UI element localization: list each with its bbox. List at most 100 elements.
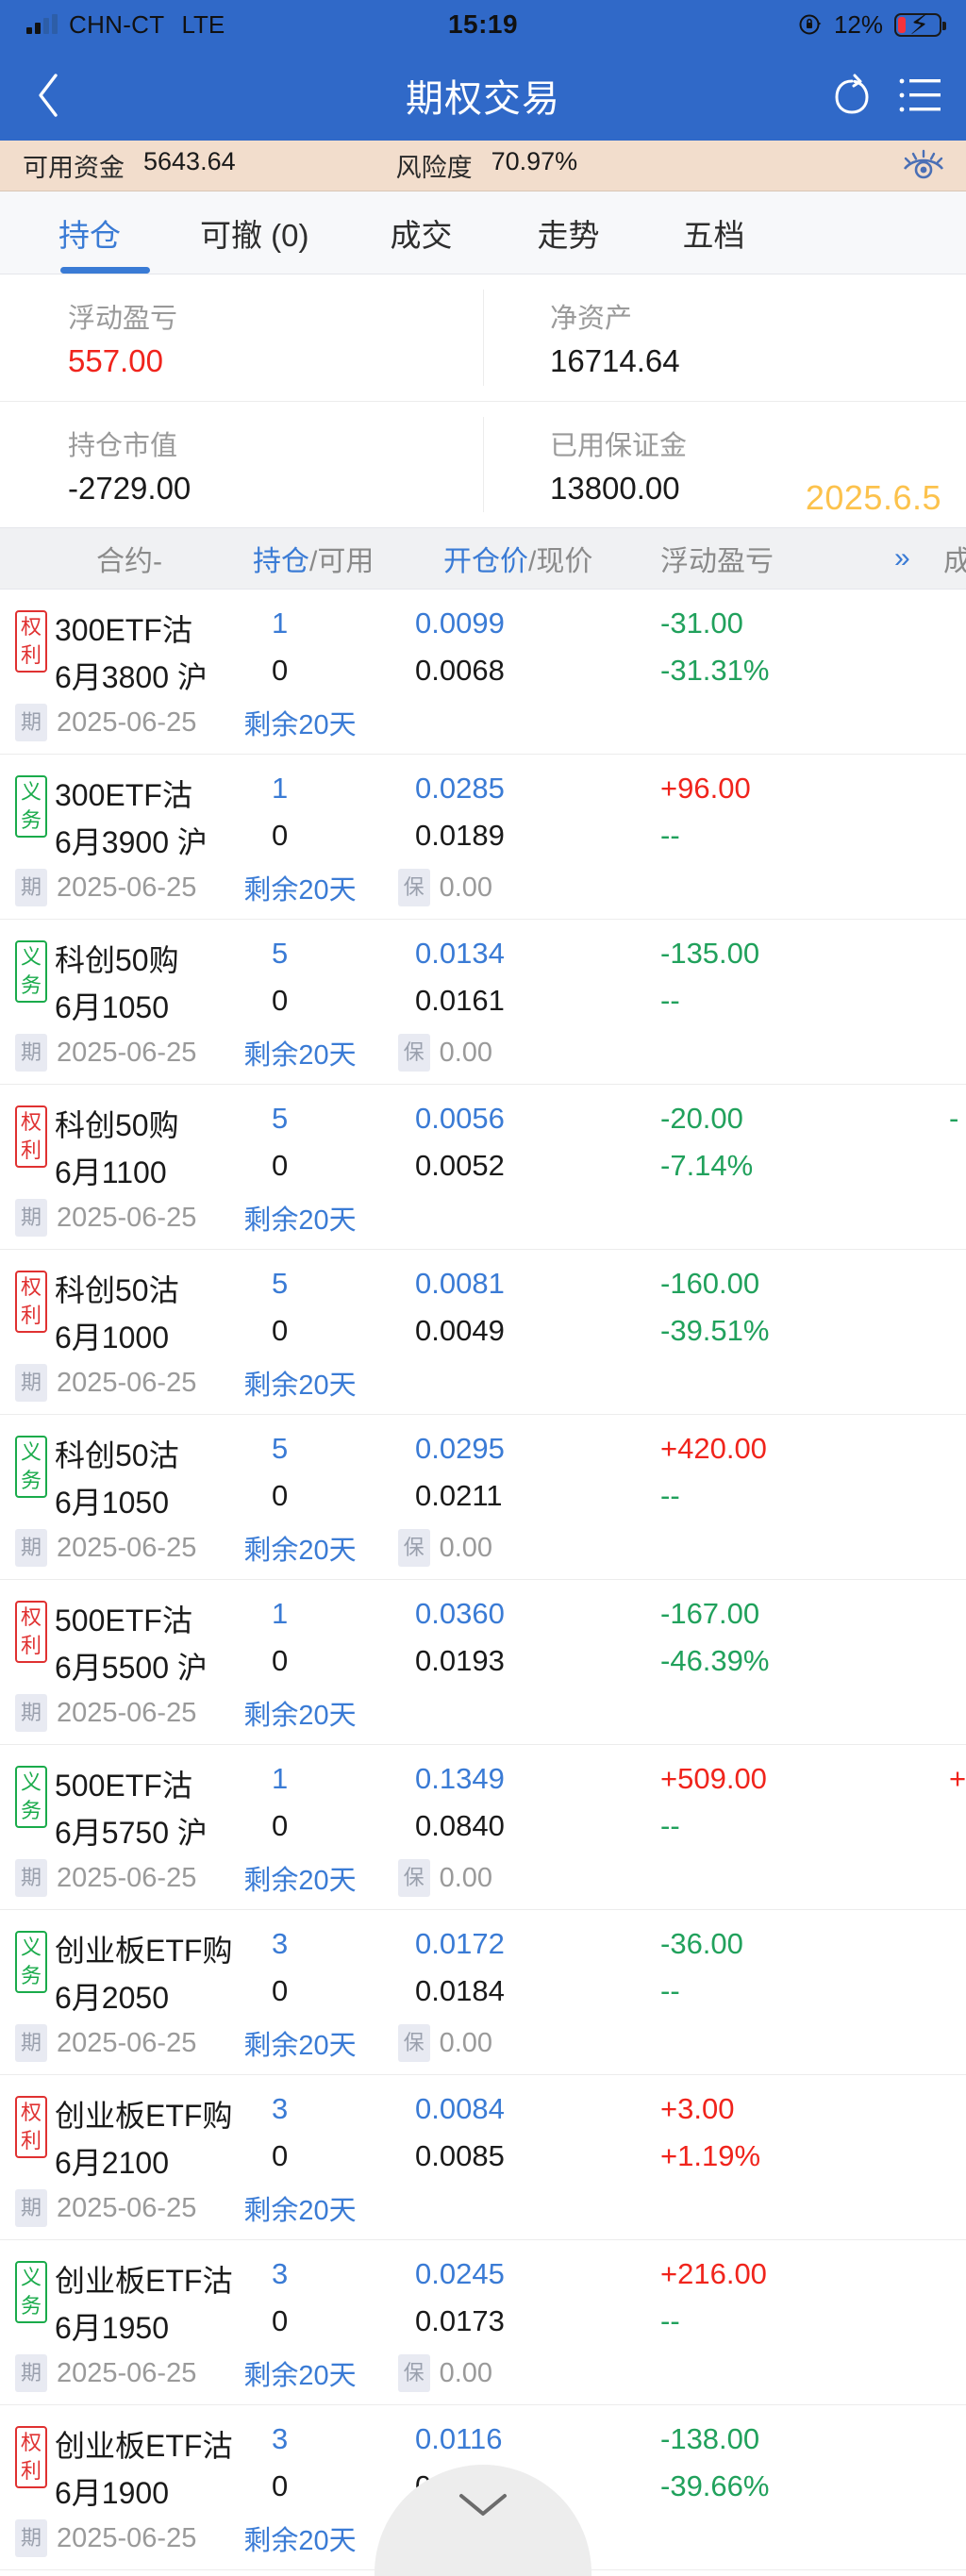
expiry-date: 2025-06-25 bbox=[57, 2522, 197, 2553]
position-quantity: 1 bbox=[272, 1762, 289, 1795]
open-price: 0.0056 bbox=[415, 1102, 505, 1135]
open-price: 0.0081 bbox=[415, 1267, 505, 1300]
table-row[interactable]: 义务 300ETF沽 6月3900 沪 1 0 0.0285 0.0189 +96.00 -- 期… bbox=[0, 755, 966, 920]
summary-divider-vertical-1 bbox=[483, 290, 484, 386]
column-header-separator-1: / bbox=[309, 546, 318, 577]
table-row[interactable]: 权利科创50购 6月1100 5 0 0.0056 0.0052 -20.00 -7.14% -… bbox=[0, 1085, 966, 1250]
float-pnl-amount: +509.00 bbox=[660, 1762, 767, 1795]
position-available: 0 bbox=[272, 1974, 289, 2007]
days-remaining: 剩余20天 bbox=[243, 1701, 357, 1731]
date-watermark: 2025.6.5 bbox=[805, 478, 941, 517]
expiry-date: 2025-06-25 bbox=[57, 2192, 197, 2223]
float-pnl-percent: -39.51% bbox=[660, 1314, 770, 1347]
position-type-badge-char1: 义 bbox=[20, 945, 42, 969]
tab-trades[interactable]: 成交 bbox=[390, 217, 453, 253]
menu-button[interactable] bbox=[898, 74, 941, 117]
column-header-float-pnl[interactable]: 浮动盈亏 bbox=[660, 546, 774, 577]
table-row[interactable]: 义务 500ETF沽 6月5750 沪 1 0 0.1349 0.0840 +509.00 --… bbox=[0, 1745, 966, 1910]
column-header-contract[interactable]: 合约- bbox=[96, 546, 162, 577]
net-assets-cell: 净资产 16714.64 bbox=[484, 274, 966, 401]
position-type-badge-char1: 权 bbox=[20, 1605, 42, 1629]
contract-name: 科创50购 bbox=[55, 943, 179, 977]
table-row[interactable]: 权利科创50沽 6月1000 5 0 0.0081 0.0049 -160.00 -39.51… bbox=[0, 1250, 966, 1415]
current-price: 0.0173 bbox=[415, 2304, 505, 2337]
float-pnl-percent: +1.19% bbox=[660, 2139, 761, 2172]
clock-label: 15:19 bbox=[447, 9, 519, 39]
position-type-badge-char2: 利 bbox=[20, 1634, 42, 1657]
position-type-badge-char2: 利 bbox=[20, 643, 42, 667]
position-quantity: 3 bbox=[272, 2422, 289, 2455]
positions-list: 权利 300ETF沽 6月3800 沪 1 0 0.0099 0.0068 -31.00 -31… bbox=[0, 590, 966, 2570]
current-price: 0.0840 bbox=[415, 1809, 505, 1842]
open-price: 0.0084 bbox=[415, 2092, 505, 2125]
position-type-badge: 权利 bbox=[15, 1105, 47, 1168]
float-pnl-cell: 浮动盈亏 557.00 bbox=[0, 274, 484, 401]
current-price: 0.0052 bbox=[415, 1149, 505, 1182]
position-quantity: 3 bbox=[272, 1927, 289, 1960]
position-available: 0 bbox=[272, 2469, 289, 2502]
tab-positions[interactable]: 持仓 bbox=[58, 217, 121, 253]
table-row[interactable]: 义务创业板ETF购 6月2050 3 0 0.0172 0.0184 -36.00 -- 期 20… bbox=[0, 1910, 966, 2075]
position-type-badge-char1: 权 bbox=[20, 2101, 42, 2124]
column-header-current-price: 现价 bbox=[536, 546, 593, 577]
position-quantity: 5 bbox=[272, 1102, 289, 1135]
column-header-price[interactable]: 开仓价/现价 bbox=[443, 538, 592, 579]
table-row[interactable]: 义务科创50购 6月1050 5 0 0.0134 0.0161 -135.00 -- 期 202… bbox=[0, 920, 966, 1085]
toggle-visibility-button[interactable] bbox=[902, 149, 945, 182]
contract-strike: 6月1100 bbox=[55, 1155, 167, 1189]
expiry-tag: 期 bbox=[15, 869, 47, 906]
position-quantity: 3 bbox=[272, 2257, 289, 2290]
days-remaining: 剩余20天 bbox=[243, 2361, 357, 2391]
contract-name: 创业板ETF购 bbox=[55, 1934, 233, 1968]
back-button[interactable] bbox=[23, 69, 75, 122]
float-pnl-amount: -167.00 bbox=[660, 1597, 760, 1630]
tab-trend[interactable]: 走势 bbox=[537, 217, 600, 253]
expiry-date: 2025-06-25 bbox=[57, 1532, 197, 1563]
column-header-position[interactable]: 持仓/可用 bbox=[253, 538, 374, 579]
contract-name: 创业板ETF沽 bbox=[55, 2429, 233, 2463]
days-remaining: 剩余20天 bbox=[243, 875, 357, 906]
used-margin-cell: 已用保证金 13800.00 bbox=[484, 402, 966, 527]
position-type-badge: 权利 bbox=[15, 1601, 47, 1663]
tab-cancelable[interactable]: 可撤 (0) bbox=[200, 217, 309, 253]
refresh-icon bbox=[835, 74, 869, 114]
contract-strike: 6月3800 沪 bbox=[55, 660, 208, 694]
tab-five-levels[interactable]: 五档 bbox=[682, 217, 745, 253]
position-type-badge: 权利 bbox=[15, 2096, 47, 2158]
margin-tag: 保 bbox=[397, 869, 430, 906]
contract-name: 科创50购 bbox=[55, 1108, 179, 1142]
row-footer: 期 2025-06-25 剩余20天 bbox=[15, 2518, 357, 2558]
position-type-badge-char1: 义 bbox=[20, 780, 42, 804]
table-row[interactable]: 权利 500ETF沽 6月5500 沪 1 0 0.0360 0.0193 -167.00 -4… bbox=[0, 1580, 966, 1745]
table-row[interactable]: 权利 300ETF沽 6月3800 沪 1 0 0.0099 0.0068 -31.00 -31… bbox=[0, 590, 966, 755]
float-pnl-percent: -- bbox=[660, 984, 680, 1017]
table-row[interactable]: 义务科创50沽 6月1050 5 0 0.0295 0.0211 +420.00 -- 期 202… bbox=[0, 1415, 966, 1580]
float-pnl-percent: -7.14% bbox=[660, 1149, 754, 1182]
margin-tag: 保 bbox=[397, 1529, 430, 1567]
expiry-date: 2025-06-25 bbox=[57, 1202, 197, 1233]
position-available: 0 bbox=[272, 2304, 289, 2337]
position-type-badge-char2: 务 bbox=[20, 973, 42, 997]
float-pnl-amount: -135.00 bbox=[660, 937, 760, 970]
chevron-double-right-icon[interactable]: » bbox=[894, 542, 910, 573]
float-pnl-percent: -31.31% bbox=[660, 654, 770, 687]
days-remaining: 剩余20天 bbox=[243, 710, 357, 740]
table-row[interactable]: 权利创业板ETF购 6月2100 3 0 0.0084 0.0085 +3.00 +1.19%… bbox=[0, 2075, 966, 2240]
refresh-button[interactable] bbox=[830, 74, 874, 117]
nav-actions bbox=[830, 74, 941, 117]
row-footer: 期 2025-06-25 剩余20天 bbox=[15, 703, 357, 742]
float-pnl-percent: -- bbox=[660, 2304, 680, 2337]
contract-strike: 6月1900 bbox=[55, 2476, 169, 2510]
used-margin-value: 13800.00 bbox=[550, 470, 680, 506]
position-type-badge-char2: 务 bbox=[20, 1799, 42, 1822]
row-footer: 期 2025-06-25 剩余20天 保 0.00 bbox=[15, 1033, 492, 1072]
position-type-badge-char2: 利 bbox=[20, 1304, 42, 1327]
expiry-tag: 期 bbox=[15, 2024, 47, 2062]
position-type-badge: 权利 bbox=[15, 2426, 47, 2488]
current-price: 0.0161 bbox=[415, 984, 505, 1017]
position-type-badge-char2: 利 bbox=[20, 1138, 42, 1162]
eye-icon bbox=[903, 149, 944, 178]
table-row[interactable]: 义务创业板ETF沽 6月1950 3 0 0.0245 0.0173 +216.00 -- 期 2… bbox=[0, 2240, 966, 2405]
float-pnl-amount: -31.00 bbox=[660, 607, 743, 640]
open-price: 0.1349 bbox=[415, 1762, 505, 1795]
